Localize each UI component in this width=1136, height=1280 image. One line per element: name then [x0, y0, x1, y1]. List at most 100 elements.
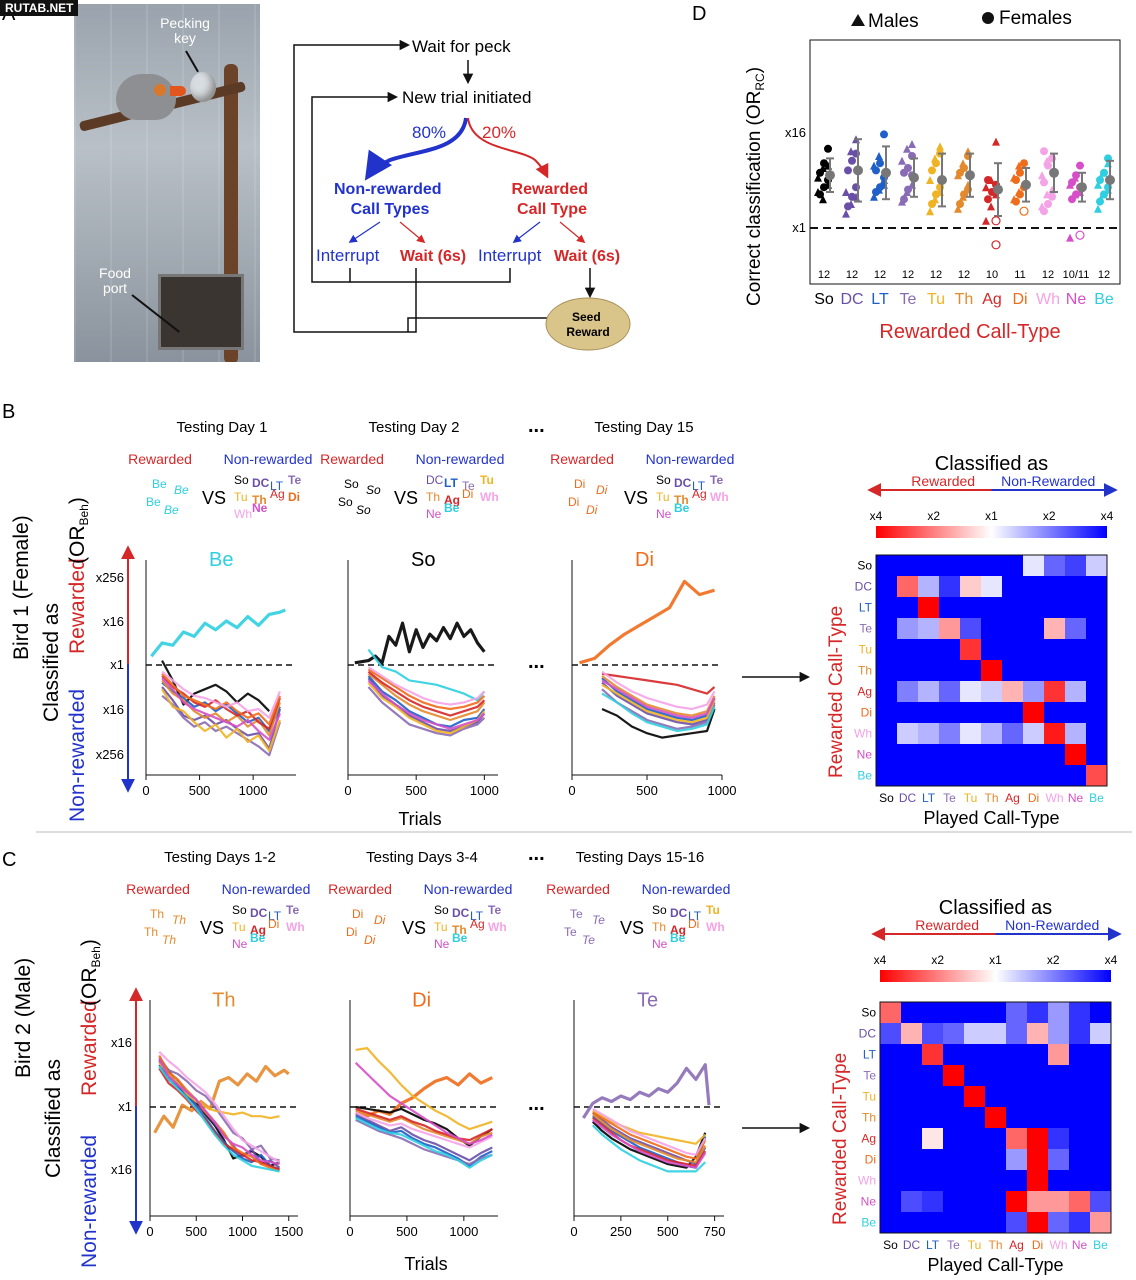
heat-row-label: LT [863, 1048, 877, 1062]
x-tick-label: 0 [344, 783, 351, 798]
heat-cell [876, 576, 897, 597]
series-line-Te [161, 694, 281, 757]
heat-cell [901, 1044, 922, 1065]
heat-cell [964, 1212, 985, 1233]
heat-cell [901, 1191, 922, 1212]
heat-row-label: Tu [862, 1090, 876, 1104]
sample-count: 12 [874, 269, 886, 281]
zebra-finch-icon [116, 74, 176, 120]
series-line-LT [355, 1115, 493, 1167]
heat-cell [1069, 1086, 1090, 1107]
heat-cell [897, 639, 918, 660]
sample-count: 12 [1098, 269, 1110, 281]
heat-col-label: Ne [1068, 791, 1084, 805]
heat-cell [1027, 1191, 1048, 1212]
heat-cell [876, 765, 897, 786]
female-point [1016, 190, 1024, 199]
flow-non-rewarded-line1: Non-rewarded [334, 181, 442, 198]
sample-count: 12 [1042, 269, 1054, 281]
series-line-Th [601, 675, 716, 717]
rewarded-cloud-word: So [344, 477, 359, 491]
heat-col-label: LT [926, 1238, 940, 1252]
heat-cell [1065, 765, 1086, 786]
heat-cell [1023, 618, 1044, 639]
outlier-point [1075, 230, 1085, 240]
heat-col-label: Be [1089, 791, 1104, 805]
scatter-xtick: Wh [1036, 291, 1060, 308]
nonrewarded-cloud-word: Be [444, 501, 460, 515]
flow-non-rewarded-line2: Call Types [351, 201, 430, 218]
series-line-Ag [355, 1107, 493, 1142]
heat-cell [901, 1107, 922, 1128]
heat-cell [918, 744, 939, 765]
heat-cell [876, 618, 897, 639]
heat-cell [901, 1170, 922, 1191]
heat-cell [939, 744, 960, 765]
female-point [816, 168, 824, 177]
female-point [984, 195, 992, 204]
heat-cell [876, 744, 897, 765]
heat-col-label: Tu [968, 1238, 982, 1252]
heat-cell [901, 1002, 922, 1023]
heat-cell [876, 723, 897, 744]
heat-cell [1065, 744, 1086, 765]
rewarded-cloud-word: Be [146, 495, 161, 509]
sample-count: 12 [818, 269, 830, 281]
heat-cell [922, 1191, 943, 1212]
heat-cell [876, 639, 897, 660]
heat-cell [880, 1191, 901, 1212]
scatter-xtick: Ag [982, 291, 1002, 308]
heat-cell [1027, 1149, 1048, 1170]
heat-cell [1065, 723, 1086, 744]
heat-cell [918, 702, 939, 723]
heat-col-label: Di [1028, 791, 1039, 805]
nonrewarded-cloud-word: Wh [286, 920, 305, 934]
flow-pct-non: 80% [412, 123, 446, 142]
day-title: Testing Days 15-16 [576, 849, 704, 866]
heat-cell [1027, 1107, 1048, 1128]
nonrewarded-cloud-word: Ne [232, 937, 248, 951]
series-line-Ag [601, 672, 716, 695]
panel-d-letter: D [692, 3, 706, 25]
female-point [876, 183, 884, 192]
chart-rewarded-type-title: Be [209, 549, 233, 571]
series-line-Ag [592, 1117, 707, 1167]
heat-row-label: LT [859, 601, 873, 615]
scatter-xlabel: Rewarded Call-Type [879, 321, 1060, 343]
heat-cell [981, 618, 1002, 639]
heat-cell [1065, 576, 1086, 597]
heat-cell [943, 1023, 964, 1044]
heat-cell [943, 1170, 964, 1191]
nonrewarded-cloud-word: Tu [434, 920, 448, 934]
flow-non-rewarded: Non-rewarded Call Types [334, 181, 446, 218]
heat-cell [1044, 639, 1065, 660]
heat-cell [901, 1065, 922, 1086]
series-line-Ne [158, 1058, 280, 1166]
colorbar-tick: x4 [874, 953, 887, 967]
panel-c-charts: 0 500 1000 1500 Th 0 500 1000 Di 0 250 500 750 Te [146, 990, 725, 1239]
panel-c-ylabel-mid: Classified as [42, 1059, 65, 1178]
heat-cell [922, 1044, 943, 1065]
heat-cell [897, 723, 918, 744]
heat-cell [1023, 744, 1044, 765]
flow-seed-line1: Seed [572, 310, 601, 324]
x-tick-label: 0 [570, 1224, 577, 1239]
scatter-xtick: Di [1012, 291, 1027, 308]
nonrewarded-cloud-word: LT [268, 909, 282, 923]
heat-cell [922, 1002, 943, 1023]
nonrewarded-cloud-word: DC [670, 906, 688, 920]
heat-cell [1044, 618, 1065, 639]
heat-col-label: DC [899, 791, 917, 805]
rewarded-cloud-word: Be [164, 503, 179, 517]
male-point [1094, 180, 1102, 189]
series-line-Te [582, 1063, 711, 1119]
y-tick-label: x1 [110, 657, 124, 672]
nonrewarded-cloud-word: Te [462, 479, 475, 493]
heat-cell [1023, 765, 1044, 786]
series-line-DC [161, 686, 281, 750]
nonrewarded-cloud-word: So [232, 903, 247, 917]
heat-cell [1086, 681, 1107, 702]
heat-cell [964, 1149, 985, 1170]
scatter-points [814, 130, 1115, 250]
nonrewarded-word: Non-rewarded [424, 881, 513, 897]
